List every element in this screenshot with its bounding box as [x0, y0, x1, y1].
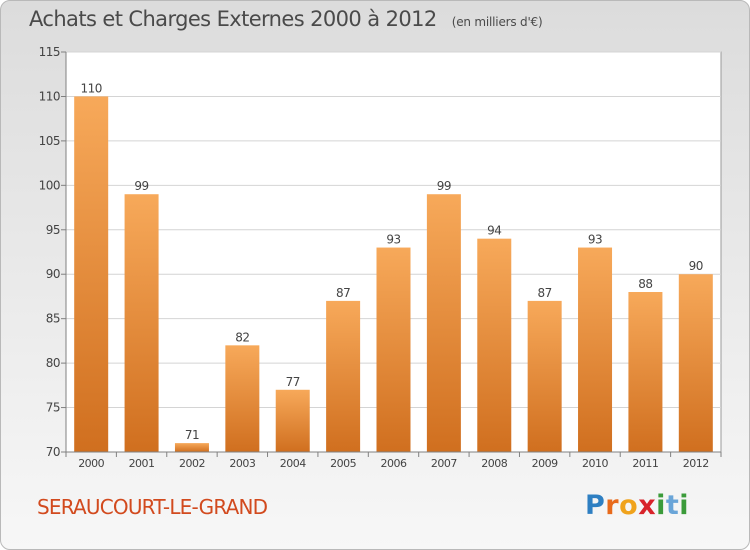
bar [678, 274, 713, 452]
data-label: 87 [336, 286, 350, 300]
bar [225, 345, 260, 452]
data-label: 77 [286, 375, 300, 389]
data-label: 99 [437, 179, 451, 193]
data-label: 93 [386, 233, 400, 247]
data-label: 99 [134, 179, 148, 193]
bar [578, 247, 613, 452]
bar [527, 300, 562, 452]
data-label: 90 [689, 259, 703, 273]
x-tick-label: 2006 [381, 457, 407, 470]
logo-letter: i [656, 490, 666, 521]
x-tick-label: 2004 [280, 457, 306, 470]
x-tick-label: 2002 [179, 457, 205, 470]
proxiti-logo: Proxiti [585, 490, 689, 521]
x-tick-label: 2009 [532, 457, 558, 470]
logo-letter: i [679, 490, 690, 521]
x-tick-label: 2008 [481, 457, 507, 470]
logo-letter: r [605, 490, 620, 521]
data-label: 94 [487, 224, 501, 238]
title-main: Achats et Charges Externes 2000 à 2012 [29, 7, 437, 31]
y-tick-label: 100 [39, 178, 60, 192]
bar [275, 389, 310, 452]
x-tick-label: 2007 [431, 457, 457, 470]
bar [426, 194, 461, 452]
x-tick-label: 2000 [78, 457, 104, 470]
chart-title: Achats et Charges Externes 2000 à 2012 (… [29, 7, 543, 31]
y-tick-label: 110 [39, 89, 60, 103]
bar [628, 292, 663, 452]
commune-name: SERAUCOURT-LE-GRAND [37, 495, 268, 519]
y-tick-label: 85 [46, 312, 60, 326]
y-tick-label: 70 [46, 445, 60, 459]
data-label: 71 [185, 428, 199, 442]
logo-letter: x [638, 490, 657, 521]
y-tick-label: 115 [39, 45, 60, 59]
logo-letter: o [619, 490, 639, 521]
data-label: 110 [80, 81, 101, 95]
x-tick-label: 2001 [129, 457, 155, 470]
x-tick-label: 2012 [683, 457, 709, 470]
bar [376, 247, 411, 452]
y-tick-label: 80 [46, 356, 60, 370]
y-tick-label: 75 [46, 401, 60, 415]
data-label: 88 [638, 277, 652, 291]
y-tick-label: 95 [46, 223, 60, 237]
bar [477, 238, 512, 452]
y-tick-label: 90 [46, 267, 60, 281]
bar [174, 443, 209, 452]
data-label: 93 [588, 233, 602, 247]
x-tick-label: 2011 [632, 457, 658, 470]
x-tick-label: 2003 [229, 457, 255, 470]
bar [326, 300, 361, 452]
data-label: 87 [538, 286, 552, 300]
bar [74, 96, 109, 452]
title-unit: (en milliers d'€) [451, 15, 543, 29]
logo-letter: P [585, 490, 606, 521]
y-tick-label: 105 [39, 134, 60, 148]
data-label: 82 [235, 330, 249, 344]
logo-letter: t [665, 490, 680, 521]
x-tick-label: 2005 [330, 457, 356, 470]
x-tick-label: 2010 [582, 457, 608, 470]
bar [124, 194, 159, 452]
